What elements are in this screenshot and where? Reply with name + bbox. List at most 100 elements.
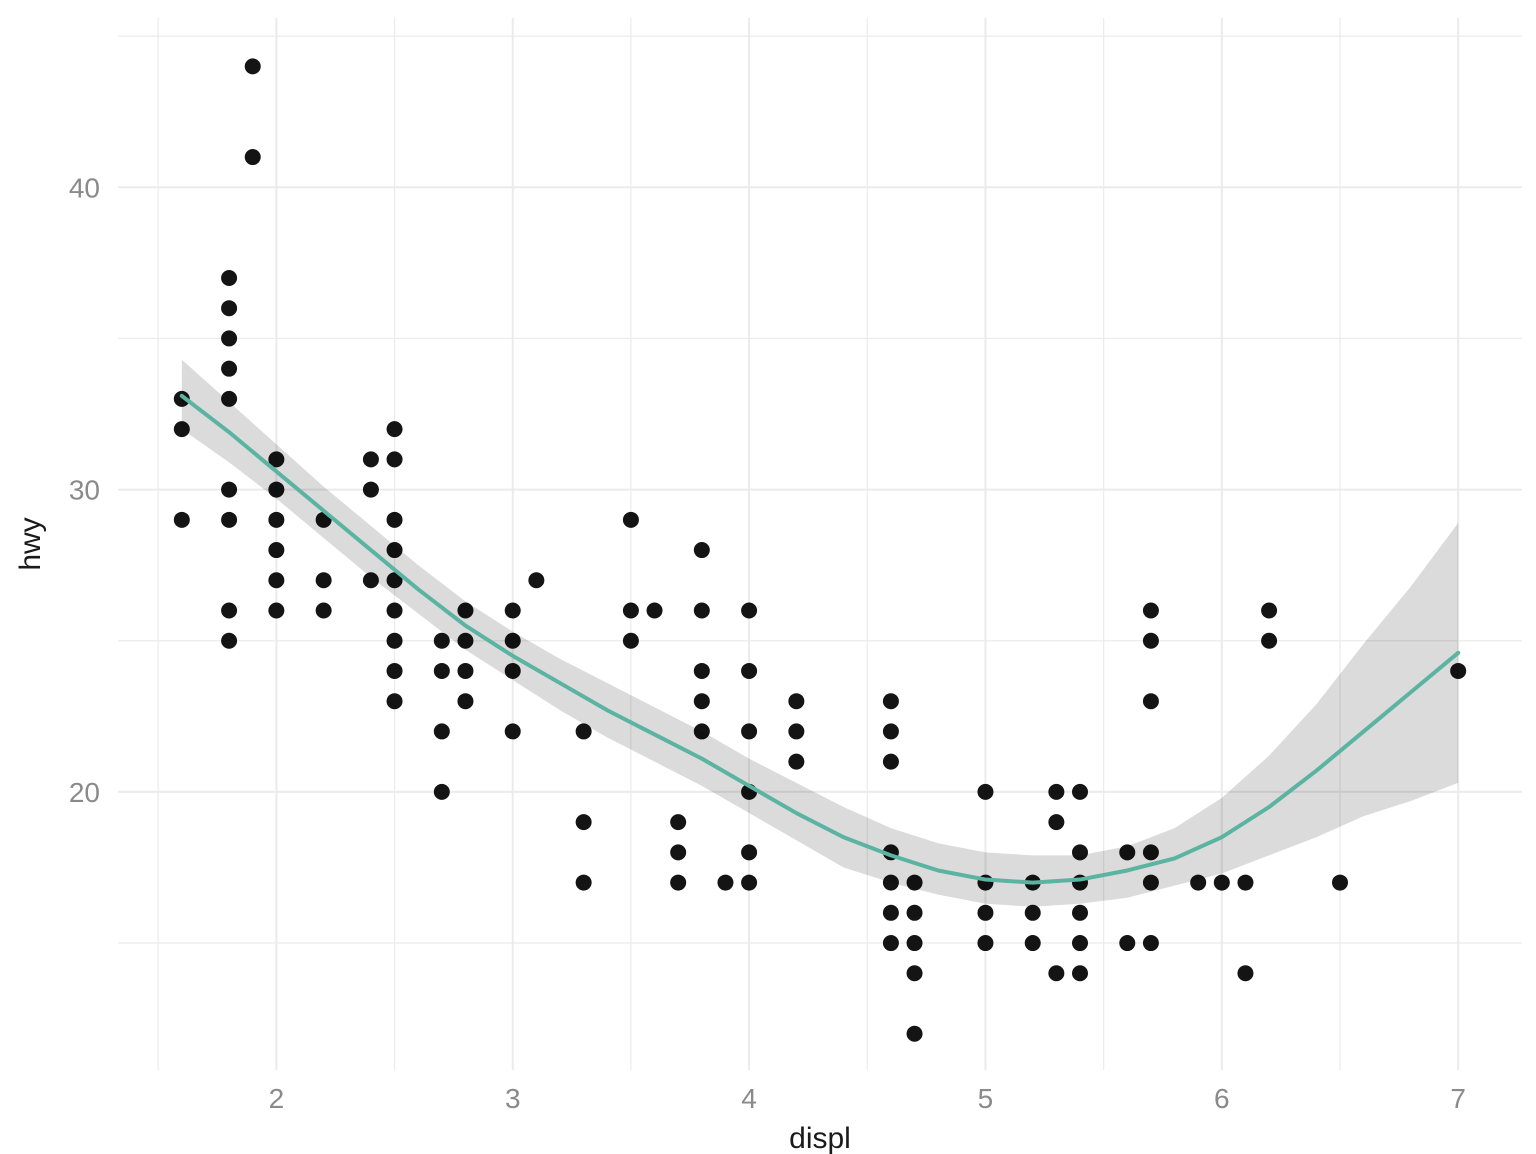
data-point	[907, 905, 923, 921]
data-point	[221, 361, 237, 377]
data-point	[741, 603, 757, 619]
y-tick-label: 20	[69, 777, 100, 808]
x-tick-label: 6	[1214, 1083, 1230, 1114]
data-point	[1332, 875, 1348, 891]
data-point	[363, 572, 379, 588]
data-point	[505, 633, 521, 649]
data-point	[1143, 633, 1159, 649]
data-point	[1119, 935, 1135, 951]
data-point	[1261, 603, 1277, 619]
data-point	[1025, 905, 1041, 921]
data-point	[221, 482, 237, 498]
data-point	[457, 603, 473, 619]
data-point	[505, 603, 521, 619]
data-point	[670, 875, 686, 891]
data-point	[268, 542, 284, 558]
x-axis-label: displ	[789, 1122, 851, 1154]
data-point	[907, 965, 923, 981]
data-point	[1072, 844, 1088, 860]
data-point	[434, 784, 450, 800]
data-point	[505, 723, 521, 739]
data-point	[576, 875, 592, 891]
data-point	[977, 784, 993, 800]
data-point	[505, 663, 521, 679]
data-point	[387, 663, 403, 679]
data-point	[788, 723, 804, 739]
data-point	[1143, 844, 1159, 860]
data-point	[221, 391, 237, 407]
x-tick-label: 4	[741, 1083, 757, 1114]
data-point	[623, 633, 639, 649]
data-point	[883, 905, 899, 921]
data-point	[576, 723, 592, 739]
data-point	[387, 603, 403, 619]
data-point	[363, 451, 379, 467]
data-point	[221, 330, 237, 346]
data-point	[1143, 693, 1159, 709]
data-point	[694, 723, 710, 739]
data-point	[221, 633, 237, 649]
data-point	[694, 542, 710, 558]
data-point	[268, 482, 284, 498]
data-point	[268, 603, 284, 619]
data-point	[1048, 814, 1064, 830]
data-point	[387, 512, 403, 528]
data-point	[174, 421, 190, 437]
x-tick-label: 2	[269, 1083, 285, 1114]
data-point	[387, 421, 403, 437]
data-point	[387, 693, 403, 709]
data-point	[977, 905, 993, 921]
data-point	[788, 754, 804, 770]
data-point	[268, 572, 284, 588]
data-point	[670, 844, 686, 860]
data-point	[1143, 875, 1159, 891]
data-point	[883, 723, 899, 739]
data-point	[907, 1026, 923, 1042]
data-point	[457, 663, 473, 679]
data-point	[670, 814, 686, 830]
data-point	[717, 875, 733, 891]
data-point	[694, 663, 710, 679]
data-point	[623, 512, 639, 528]
data-point	[1214, 875, 1230, 891]
data-point	[221, 603, 237, 619]
data-point	[741, 663, 757, 679]
data-point	[883, 693, 899, 709]
data-point	[221, 512, 237, 528]
data-point	[387, 451, 403, 467]
data-point	[245, 58, 261, 74]
data-point	[788, 693, 804, 709]
data-point	[174, 512, 190, 528]
data-point	[1072, 905, 1088, 921]
data-point	[883, 875, 899, 891]
data-point	[741, 844, 757, 860]
data-point	[1048, 965, 1064, 981]
data-point	[1143, 935, 1159, 951]
data-point	[1072, 784, 1088, 800]
scatter-chart: 234567203040displhwy	[0, 0, 1536, 1154]
data-point	[907, 935, 923, 951]
x-tick-label: 7	[1450, 1083, 1466, 1114]
data-point	[907, 875, 923, 891]
data-point	[741, 875, 757, 891]
data-point	[363, 482, 379, 498]
data-point	[1237, 965, 1253, 981]
chart-svg: 234567203040displhwy	[0, 0, 1536, 1154]
y-tick-label: 40	[69, 172, 100, 203]
data-point	[647, 603, 663, 619]
data-point	[316, 603, 332, 619]
data-point	[977, 935, 993, 951]
data-point	[576, 814, 592, 830]
data-point	[1190, 875, 1206, 891]
data-point	[268, 512, 284, 528]
data-point	[457, 693, 473, 709]
data-point	[1143, 603, 1159, 619]
data-point	[623, 603, 639, 619]
data-point	[741, 723, 757, 739]
x-tick-label: 5	[978, 1083, 994, 1114]
panel-bg	[118, 18, 1522, 1070]
data-point	[1072, 935, 1088, 951]
data-point	[1025, 935, 1041, 951]
data-point	[434, 663, 450, 679]
data-point	[221, 300, 237, 316]
